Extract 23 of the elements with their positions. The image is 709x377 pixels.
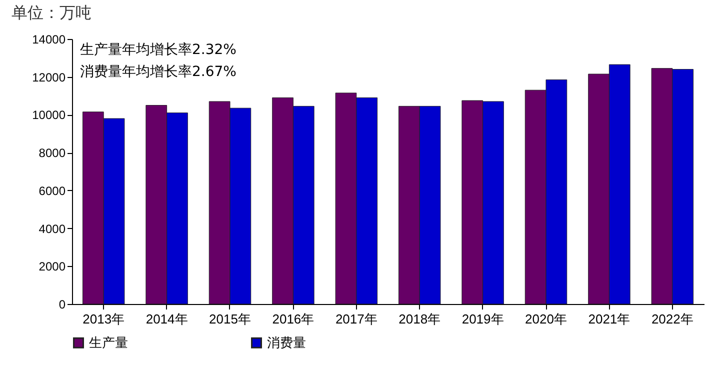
annotation: 消费量年均增长率2.67% <box>80 64 236 80</box>
x-tick-label: 2021年 <box>588 312 630 326</box>
y-tick-label: 8000 <box>38 146 66 160</box>
x-tick-label: 2013年 <box>82 312 125 326</box>
x-tick-label: 2020年 <box>525 312 567 326</box>
y-tick-label: 10000 <box>32 108 66 122</box>
chart-title: 单位：万吨 <box>12 3 92 22</box>
x-tick-label: 2022年 <box>651 312 694 326</box>
x-tick-label: 2018年 <box>398 312 441 326</box>
legend-label: 生产量 <box>89 334 128 350</box>
x-tick-label: 2016年 <box>272 312 314 326</box>
y-tick-label: 0 <box>58 298 66 312</box>
annotation: 生产量年均增长率2.32% <box>80 42 236 58</box>
y-tick-label: 12000 <box>32 70 66 84</box>
legend-label: 消费量 <box>267 334 306 350</box>
x-tick-label: 2015年 <box>209 312 251 326</box>
y-tick-label: 6000 <box>38 184 66 198</box>
x-tick-label: 2017年 <box>335 312 378 326</box>
y-tick-label: 4000 <box>38 222 66 236</box>
x-tick-label: 2019年 <box>462 312 504 326</box>
x-tick-label: 2014年 <box>146 312 188 326</box>
y-tick-label: 2000 <box>38 260 66 274</box>
y-tick-label: 14000 <box>32 32 66 46</box>
